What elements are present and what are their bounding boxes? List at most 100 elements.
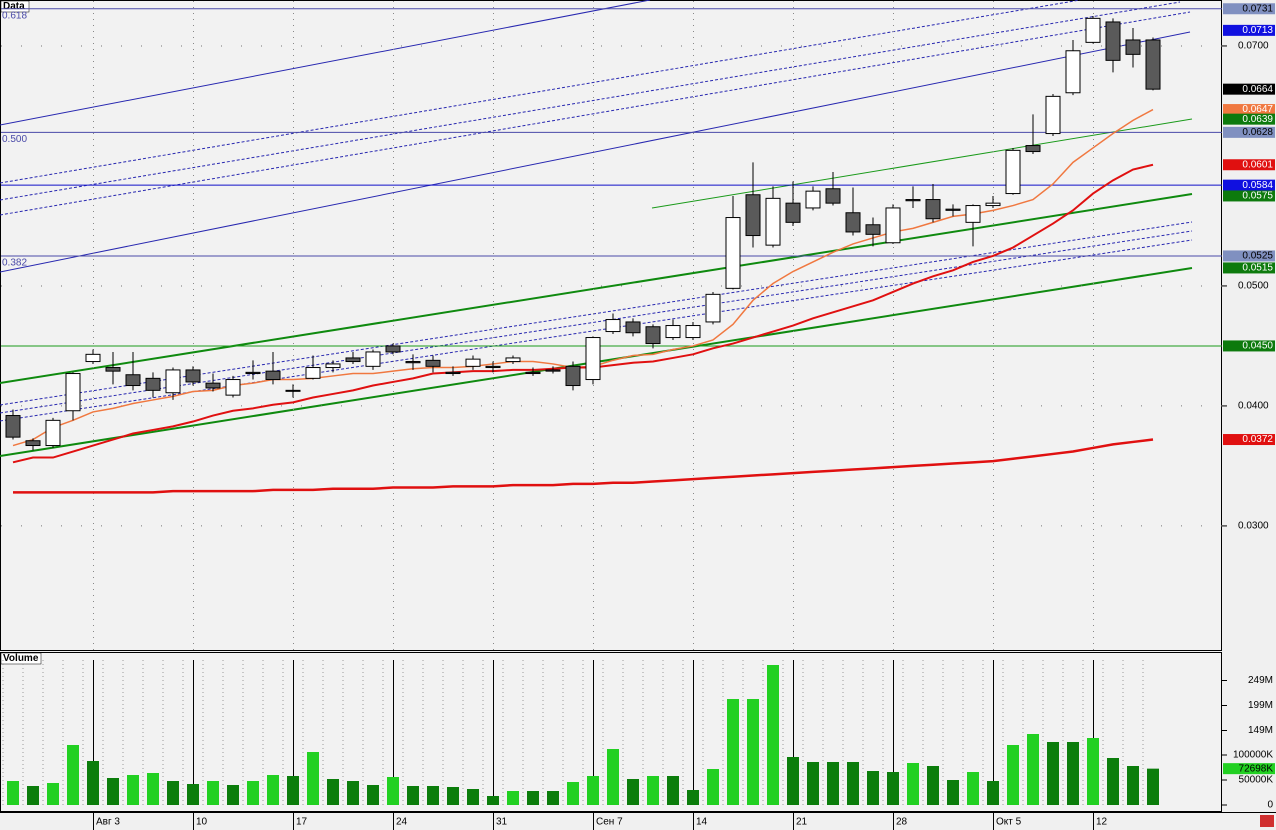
price-badge-label: 0.0584 xyxy=(1242,180,1273,191)
volume-bar xyxy=(887,772,899,805)
candle-body xyxy=(945,208,961,211)
candle-body xyxy=(465,358,481,367)
candle-body xyxy=(125,374,141,387)
price-badge xyxy=(1223,104,1275,116)
price-badge xyxy=(1223,83,1275,95)
candle-body xyxy=(285,389,301,392)
price-badge-label: 0.0515 xyxy=(1242,263,1273,274)
volume-bar xyxy=(147,773,159,805)
price-badge xyxy=(1223,24,1275,36)
candle-body xyxy=(525,371,541,375)
volume-bar xyxy=(787,757,799,805)
moving-average xyxy=(12,163,1154,464)
volume-bar xyxy=(667,776,679,805)
price-badge xyxy=(1223,434,1275,446)
candle-body xyxy=(965,205,981,223)
candle-body xyxy=(145,377,161,391)
price-badge-label: 0.0664 xyxy=(1242,84,1273,95)
volume-bar xyxy=(847,762,859,805)
price-badge-label: 0.0647 xyxy=(1242,104,1273,115)
volume-bar xyxy=(1007,745,1019,805)
volume-bar xyxy=(827,762,839,805)
volume-bar xyxy=(907,763,919,805)
price-badge xyxy=(1223,159,1275,171)
volume-bar xyxy=(507,791,519,805)
volume-bar xyxy=(387,777,399,805)
panel-title-box xyxy=(0,0,30,13)
y-tick-label: 0 xyxy=(1267,800,1273,811)
price-badge xyxy=(1223,179,1275,191)
x-tick-label: 17 xyxy=(296,817,308,828)
volume-bar xyxy=(207,781,219,805)
candle-body xyxy=(325,363,341,369)
volume-bar xyxy=(707,769,719,805)
candle-body xyxy=(1105,21,1121,61)
y-tick-label: 50000K xyxy=(1239,775,1274,786)
candle-body xyxy=(1045,95,1061,135)
candle-body xyxy=(225,379,241,396)
candle-body xyxy=(785,202,801,223)
volume-bar xyxy=(127,775,139,805)
candle-body xyxy=(825,188,841,204)
price-badge-label: 0.0601 xyxy=(1242,159,1273,170)
price-badge-label: 0.0628 xyxy=(1242,127,1273,138)
volume-bar xyxy=(247,781,259,805)
volume-bar xyxy=(307,752,319,805)
volume-bar xyxy=(7,781,19,805)
volume-bar xyxy=(107,778,119,805)
y-tick-label: 0.0700 xyxy=(1238,41,1269,52)
candle-body xyxy=(685,325,701,339)
trend-line xyxy=(0,0,651,126)
volume-bar xyxy=(567,782,579,805)
candle-body xyxy=(385,345,401,353)
moving-average xyxy=(13,438,1154,494)
candle-body xyxy=(985,202,1001,207)
panel-title-box xyxy=(0,652,42,665)
volume-bar xyxy=(267,775,279,805)
candle-body xyxy=(1125,39,1141,55)
level-label: 0.618 xyxy=(2,10,27,21)
price-badge xyxy=(1223,190,1275,202)
x-tick-label: Авг 3 xyxy=(96,817,120,828)
candle-body xyxy=(565,365,581,387)
volume-bar xyxy=(1107,758,1119,805)
candle-body xyxy=(905,199,921,202)
candle-body xyxy=(485,365,501,369)
x-tick-label: 31 xyxy=(496,817,508,828)
volume-bar xyxy=(867,771,879,805)
volume-bar xyxy=(447,787,459,805)
candle-body xyxy=(665,325,681,339)
candle-body xyxy=(725,217,741,289)
candle-body xyxy=(65,373,81,412)
volume-bar xyxy=(927,766,939,805)
candle-body xyxy=(265,370,281,381)
volume-bar xyxy=(647,776,659,805)
volume-bar xyxy=(767,665,779,805)
candle-body xyxy=(765,197,781,246)
candle-body xyxy=(105,367,121,372)
volume-bar xyxy=(187,784,199,805)
candle-body xyxy=(505,357,521,363)
x-tick-label: 14 xyxy=(696,817,708,828)
price-badge xyxy=(1223,763,1275,775)
y-tick-label: 0.0400 xyxy=(1238,401,1269,412)
price-badge-label: 0.0713 xyxy=(1242,25,1273,36)
level-label: 0.382 xyxy=(2,258,27,269)
price-badge xyxy=(1223,340,1275,352)
price-badge-label: 72698K xyxy=(1239,763,1274,774)
volume-bar xyxy=(487,796,499,805)
corner-icon[interactable] xyxy=(1260,815,1274,827)
volume-bar xyxy=(727,699,739,805)
volume-bar xyxy=(1147,768,1159,805)
candle-body xyxy=(605,319,621,333)
y-tick-label: 149M xyxy=(1248,725,1273,736)
volume-bar xyxy=(1127,766,1139,805)
volume-bar xyxy=(947,780,959,805)
x-tick-label: 28 xyxy=(896,817,908,828)
volume-bar xyxy=(747,699,759,805)
trend-line xyxy=(0,230,1193,414)
candle-body xyxy=(85,353,101,363)
candle-body xyxy=(1025,145,1041,153)
candle-body xyxy=(5,415,21,438)
